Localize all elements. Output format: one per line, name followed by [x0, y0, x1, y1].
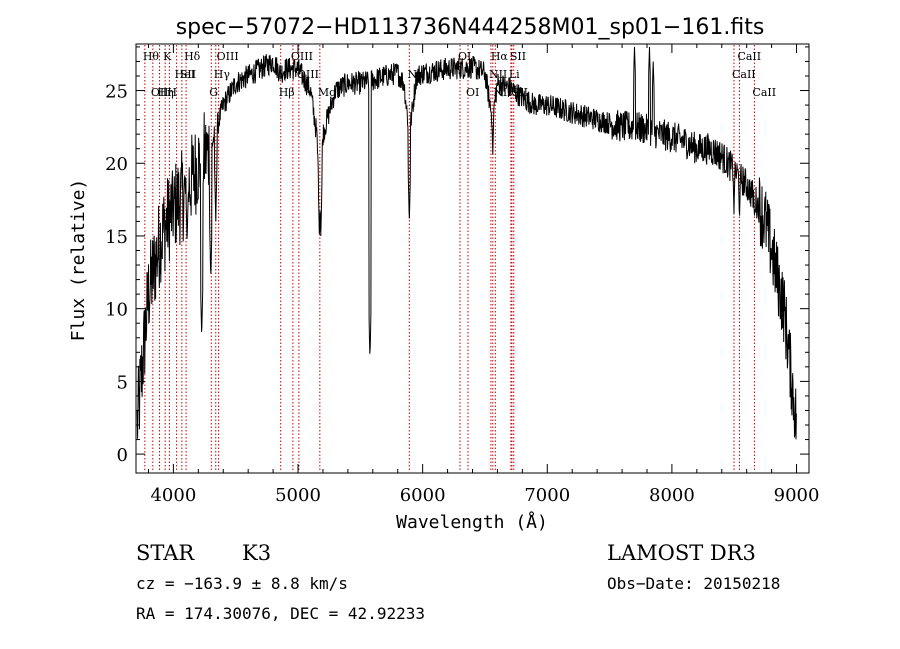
spectral-line-label: H — [167, 86, 177, 99]
y-tick-label: 20 — [105, 154, 128, 175]
x-tick-label: 6000 — [400, 485, 446, 506]
object-subclass: K3 — [242, 541, 271, 565]
x-tick-label: 5000 — [275, 485, 321, 506]
spectrum-series — [136, 46, 797, 440]
spectral-line-label: OI — [466, 86, 479, 99]
spectral-line-label: OI — [458, 50, 471, 63]
y-tick-label: 5 — [117, 372, 128, 393]
spectral-line-label: CaII — [752, 86, 776, 99]
survey-name: LAMOST DR3 — [607, 541, 756, 565]
x-tick-label: 4000 — [150, 485, 196, 506]
observation-date: Obs−Date: 20150218 — [607, 574, 780, 593]
spectral-line-label: Li — [509, 68, 520, 81]
spectral-line-label: Mg — [318, 86, 336, 99]
spectral-line-label: SII — [510, 50, 526, 63]
spectral-line-label: Hα — [491, 50, 509, 63]
spectral-line-markers — [144, 45, 755, 472]
y-tick-label: 25 — [105, 82, 128, 103]
y-tick-label: 10 — [105, 300, 128, 321]
spectral-line-label: Hη — [158, 86, 174, 99]
spectral-line-label: Hγ — [214, 68, 231, 81]
y-axis-label: Flux (relative) — [68, 179, 89, 342]
spectral-line-label: Hθ — [143, 50, 160, 63]
y-tick-label: 15 — [105, 227, 128, 248]
spectral-line-label: OⅠI — [151, 86, 169, 99]
spectral-line-label: OIII — [291, 50, 313, 63]
spectral-line-label: CaII — [732, 68, 756, 81]
spectral-line-label: CaII — [737, 50, 761, 63]
x-tick-label: 7000 — [524, 485, 570, 506]
x-tick-label: 9000 — [774, 485, 820, 506]
spectral-line-label: Hβ — [279, 86, 295, 99]
object-class: STAR — [136, 541, 195, 565]
redshift-velocity: cz = −163.9 ± 8.8 km/s — [136, 574, 348, 593]
spectral-line-label: Hδ — [184, 50, 201, 63]
spectral-line-label: SII — [180, 68, 196, 81]
chart-title: spec−57072−HD113736N444258M01_sp01−161.f… — [176, 15, 765, 40]
y-axis: 0 5 10 15 20 25 — [105, 46, 809, 466]
x-axis-label: Wavelength (Å) — [396, 511, 548, 533]
x-axis: 4000 5000 6000 7000 8000 9000 — [147, 44, 820, 506]
spectral-line-label: K — [163, 50, 172, 63]
spectral-line-label: G — [209, 86, 218, 99]
coordinates: RA = 174.30076, DEC = 42.92233 — [136, 604, 425, 623]
x-tick-label: 8000 — [649, 485, 695, 506]
y-tick-label: 0 — [117, 445, 128, 466]
spectral-line-label: OIII — [217, 50, 239, 63]
spectral-line-label: HeI — [175, 68, 195, 81]
